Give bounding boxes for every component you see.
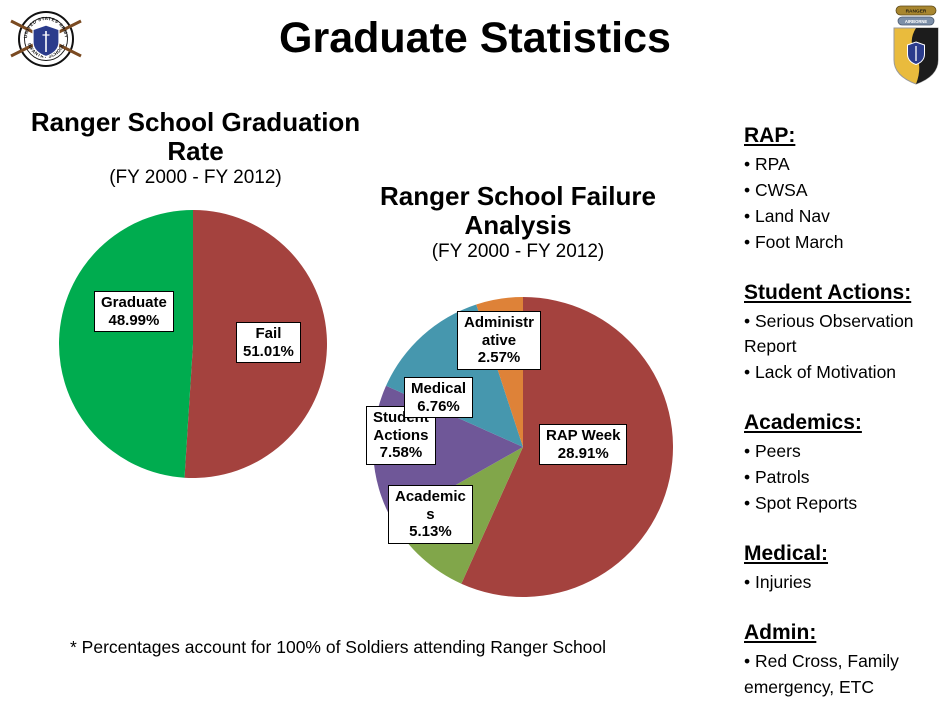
- sidebar-bullet-item: • Spot Reports: [744, 493, 858, 514]
- sidebar-bullet-item: • RPA: [744, 154, 790, 174]
- sidebar-heading: Medical:: [744, 541, 829, 565]
- chart2-subtitle: (FY 2000 - FY 2012): [431, 241, 605, 263]
- sidebar-bullet-item: • Serious Observation Report: [744, 310, 914, 357]
- sidebar-section: Medical: • Injuries: [744, 542, 949, 596]
- rap-week-label: RAP Week 28.91%: [539, 424, 628, 466]
- sidebar-heading: Student Actions:: [744, 280, 912, 304]
- chart2-title-block: Ranger School Failure Analysis (FY 2000 …: [342, 182, 694, 263]
- chart2-title: Ranger School Failure Analysis: [380, 181, 656, 240]
- sidebar-bullet-item: • Patrols: [744, 467, 810, 488]
- sidebar-bullet-item: • CWSA: [744, 179, 808, 200]
- graduate-label: Graduate 48.99%: [94, 291, 174, 333]
- infantry-school-crest-icon: UNITED STATES ARMY INFANTRY SCHOOL: [10, 11, 82, 67]
- pie-slice-graduate: [59, 210, 193, 478]
- pie-slice-medical: [386, 304, 523, 447]
- sidebar-bullet-item: • Injuries: [744, 571, 812, 592]
- sidebar-section: Admin: • Red Cross, Family emergency, ETC: [744, 621, 949, 701]
- sidebar-bullet-item: • Peers: [744, 441, 801, 462]
- chart1-title: Ranger School Graduation Rate: [30, 107, 361, 166]
- student-actions-label: Student Actions 7.58%: [366, 406, 436, 466]
- sidebar-bullet-item: • Land Nav: [744, 205, 830, 226]
- fail-label: Fail 51.01%: [236, 322, 301, 364]
- sidebar-bullet-item: • Lack of Motivation: [744, 362, 897, 383]
- sidebar-heading: Academics:: [744, 411, 862, 435]
- sidebar-section: Academics: • Peers • Patrols • Spot Reports: [744, 411, 949, 517]
- ranger-brigade-flash-icon: RANGER AIRBORNE: [893, 5, 939, 85]
- chart1-title-block: Ranger School Graduation Rate (FY 2000 -…: [28, 108, 363, 189]
- page-title: Graduate Statistics: [279, 14, 671, 62]
- footnote: * Percentages account for 100% of Soldie…: [70, 637, 607, 657]
- sidebar-bullet-item: • Foot March: [744, 231, 844, 252]
- medical-label: Medical 6.76%: [404, 377, 474, 419]
- sidebar-bullet-item: • Red Cross, Family emergency, ETC: [744, 650, 899, 697]
- sidebar-section: RAP: • RPA • CWSA • Land Nav • Foot March: [744, 124, 949, 256]
- sidebar-heading: RAP:: [744, 124, 796, 147]
- sidebar: RAP: • RPA • CWSA • Land Nav • Foot March Stu…: [744, 124, 949, 712]
- administrative-label: Administr ative 2.57%: [457, 311, 542, 371]
- airborne-tab: AIRBORNE: [905, 19, 928, 24]
- ranger-tab: RANGER: [906, 9, 927, 15]
- academics-label: Academic s 5.13%: [388, 485, 473, 545]
- chart1-subtitle: (FY 2000 - FY 2012): [109, 167, 282, 189]
- sidebar-section: Student Actions: • Serious Observation Re…: [744, 281, 949, 387]
- sidebar-heading: Admin:: [744, 620, 817, 644]
